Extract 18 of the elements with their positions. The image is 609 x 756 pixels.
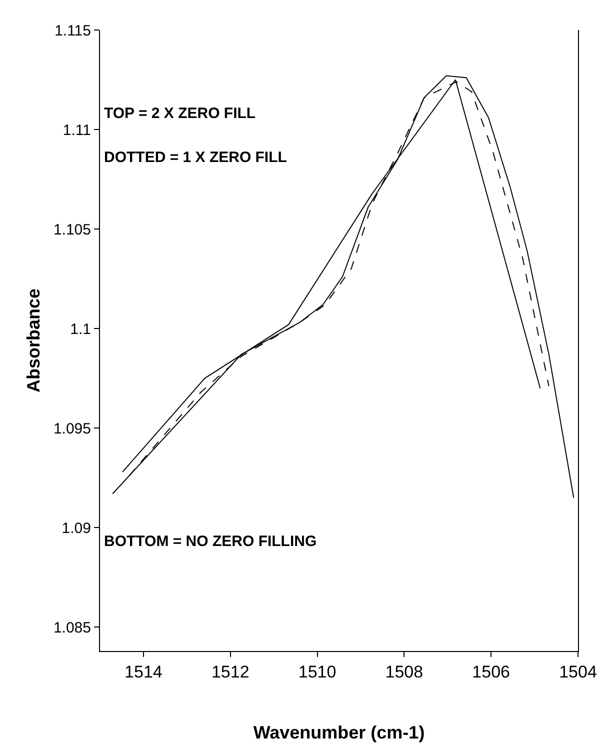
x-tick-label: 1506 [472,662,510,682]
annotation: DOTTED = 1 X ZERO FILL [104,149,287,166]
x-tick-label: 1512 [211,662,250,682]
y-tick-label: 1.09 [62,520,91,537]
annotation: TOP = 2 X ZERO FILL [104,105,256,122]
x-tick-label: 1514 [124,662,162,682]
y-tick-label: 1.085 [53,619,91,636]
y-tick-label: 1.1 [70,320,91,338]
y-tick-label: 1.105 [53,221,91,238]
x-tick-label: 1504 [559,662,597,682]
y-tick-label: 1.095 [53,420,91,438]
y-tick-label: 1.115 [54,22,91,40]
x-tick-label: 1510 [298,662,336,682]
x-axis-title: Wavenumber (cm-1) [253,722,425,742]
y-tick-label: 1.11 [62,122,91,139]
y-axis-title: Absorbance [24,288,44,393]
x-tick-label: 1508 [385,662,424,682]
annotation: BOTTOM = NO ZERO FILLING [104,533,317,550]
